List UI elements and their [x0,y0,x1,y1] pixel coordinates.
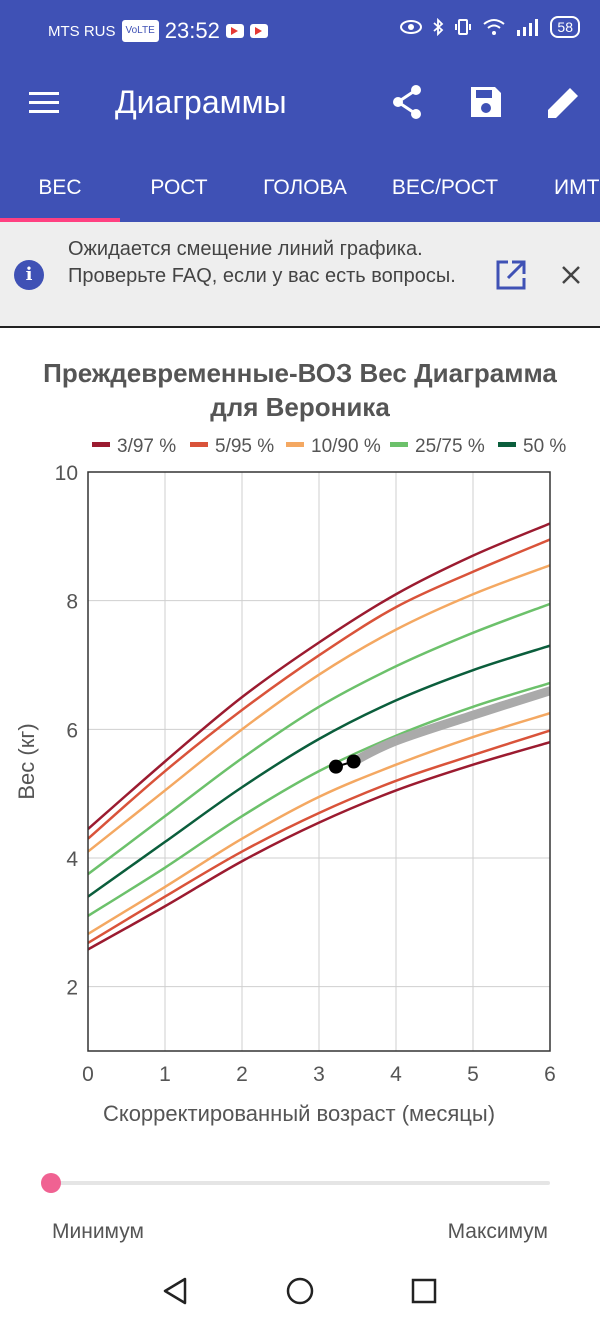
share-icon [393,85,421,119]
x-tick-label: 6 [544,1063,556,1086]
vibrate-icon [455,19,472,35]
x-tick-label: 4 [390,1063,402,1086]
wifi-icon [483,19,506,35]
share-button[interactable] [386,80,430,124]
slider-max-label: Максимум [447,1220,548,1243]
clock: 23:52 [164,18,220,43]
legend-swatch [390,442,408,447]
y-tick-label: 2 [66,977,78,1000]
patient-point [346,754,361,769]
range-slider-track[interactable] [50,1181,550,1185]
eye-icon [400,20,423,34]
close-banner-button[interactable] [556,260,586,290]
y-tick-label: 8 [66,591,78,614]
x-tick-label: 1 [159,1063,171,1086]
volte-badge: VoLTE [121,20,159,42]
percentile-line-10-90-lower [88,712,550,935]
legend-swatch [190,442,208,447]
legend-swatch [498,442,516,447]
recents-icon [411,1278,437,1304]
slider-min-label: Минимум [52,1220,144,1243]
page-title: Диаграммы [115,84,287,120]
menu-icon[interactable] [26,88,62,118]
signal-icon [517,19,539,36]
status-bar: MTS RUS VoLTE 23:52 58 [0,0,600,60]
recents-button[interactable] [400,1267,448,1315]
legend-swatch [92,442,110,447]
percentile-line-5-95-upper [88,538,550,840]
tab-bar: ВЕС РОСТ ГОЛОВА ВЕС/РОСТ ИМТ [0,154,600,222]
info-banner: i Ожидается смещение линий графика. Пров… [0,222,600,328]
y-tick-label: 6 [66,719,78,742]
legend-label: 50 % [523,436,566,457]
home-icon [286,1277,314,1305]
percentile-line-50 [88,644,550,898]
percentile-line-25-75-lower [88,681,550,917]
legend-label: 3/97 % [117,436,176,457]
weight-chart: 0 1 2 3 4 5 6 2 4 6 8 10 Скорректированный возраст (… [14,436,566,1126]
app-bar: MTS RUS VoLTE 23:52 58 Диаграммы [0,0,600,222]
tab-indicator [0,218,120,222]
x-tick-label: 0 [82,1063,94,1086]
status-right: 58 [400,16,580,38]
legend-swatch [286,442,304,447]
carrier-label: MTS RUS [48,22,116,40]
tab-head[interactable]: ГОЛОВА [263,176,347,199]
tab-bmi[interactable]: ИМТ [554,176,600,199]
curves-group [88,522,550,951]
status-left: MTS RUS VoLTE 23:52 [48,18,268,44]
close-icon [562,266,580,284]
percentile-line-3-97-lower [88,741,550,951]
chart-title: Преждевременные-ВОЗ Вес Диаграмма для Ве… [0,356,600,424]
x-axis-label: Скорректированный возраст (месяцы) [103,1101,495,1126]
x-tick-label: 2 [236,1063,248,1086]
toolbar: Диаграммы [0,60,600,148]
chart-title-line1: Преждевременные-ВОЗ Вес Диаграмма [43,358,557,388]
x-tick-label: 3 [313,1063,325,1086]
youtube-icon [225,24,244,38]
battery-indicator: 58 [550,16,580,38]
edit-button[interactable] [542,80,586,124]
banner-text: Ожидается смещение линий графика. Провер… [68,238,456,287]
save-icon [471,87,501,117]
patient-point [328,759,343,774]
legend-label: 10/90 % [311,436,381,457]
info-icon: i [14,260,44,290]
tab-weight-height[interactable]: ВЕС/РОСТ [391,176,499,199]
open-external-button[interactable] [494,258,528,292]
x-tick-label: 5 [467,1063,479,1086]
back-button[interactable] [152,1267,200,1315]
percentile-line-25-75-upper [88,602,550,876]
tab-height[interactable]: РОСТ [150,176,208,199]
y-tick-label: 4 [66,848,78,871]
y-axis-label: Вес (кг) [14,723,39,799]
open-external-icon [496,260,526,290]
plot-frame [87,471,551,1052]
range-slider-thumb[interactable] [41,1173,61,1193]
navigation-bar [0,1255,600,1327]
home-button[interactable] [276,1267,324,1315]
edit-icon [548,84,582,118]
save-button[interactable] [464,80,508,124]
percentile-line-10-90-upper [88,564,550,853]
chart-title-line2: для Вероника [210,392,390,422]
back-icon [163,1277,187,1305]
bluetooth-icon [433,18,444,36]
tab-weight[interactable]: ВЕС [38,176,82,199]
legend-label: 25/75 % [415,436,485,457]
patient-trend-line [349,686,550,766]
youtube-icon [249,24,268,38]
percentile-line-3-97-upper [88,522,550,830]
legend-label: 5/95 % [215,436,274,457]
percentile-line-5-95-lower [88,729,550,944]
y-tick-label: 10 [55,462,78,485]
